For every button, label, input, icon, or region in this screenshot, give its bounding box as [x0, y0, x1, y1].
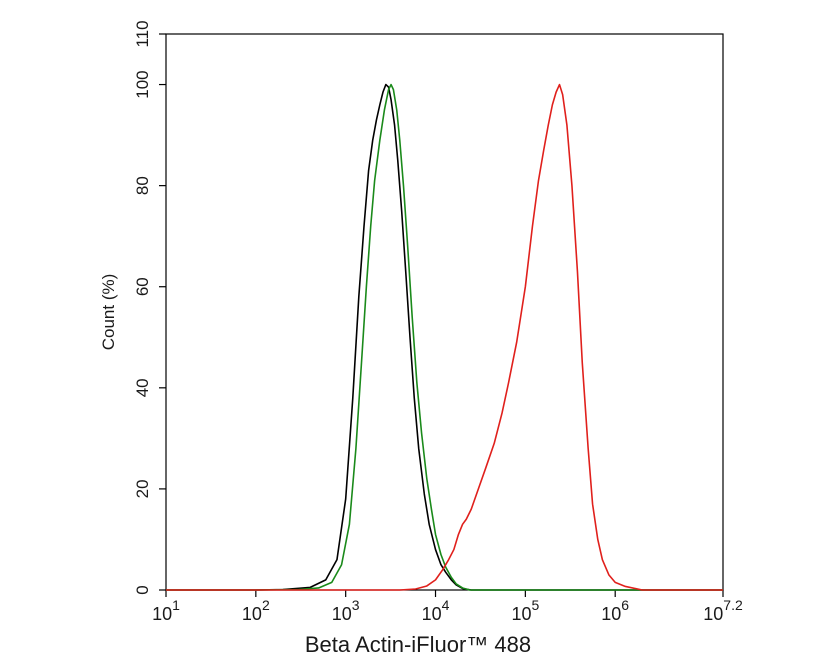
y-tick-label: 110: [133, 20, 152, 47]
x-tick-label: 107.2: [703, 597, 743, 624]
y-axis-label: Count (%): [99, 274, 118, 351]
series-line-3: [166, 83, 723, 591]
x-tick-label: 104: [422, 597, 450, 624]
x-axis-label: Beta Actin-iFluor™ 488: [305, 632, 531, 657]
y-tick-label: 0: [133, 585, 152, 594]
x-tick-label: 102: [242, 597, 270, 624]
y-tick-label: 40: [133, 378, 152, 397]
x-tick-label: 106: [601, 597, 629, 624]
x-axis-ticks: 101 102 103 104 105 106 107.2: [152, 590, 743, 624]
y-tick-label: 100: [133, 70, 152, 98]
x-tick-label: 101: [152, 597, 180, 624]
x-tick-label: 103: [332, 597, 360, 624]
y-tick-label: 80: [133, 176, 152, 195]
y-tick-label: 20: [133, 479, 152, 498]
series-line-1: [166, 83, 723, 591]
y-tick-label: 60: [133, 277, 152, 296]
plot-frame: [165, 33, 724, 591]
series-line-2: [166, 83, 723, 591]
x-tick-label: 105: [511, 597, 539, 624]
series-layer: [166, 83, 723, 591]
y-axis-ticks: 0 20 40 60 80 100 110: [133, 20, 166, 595]
